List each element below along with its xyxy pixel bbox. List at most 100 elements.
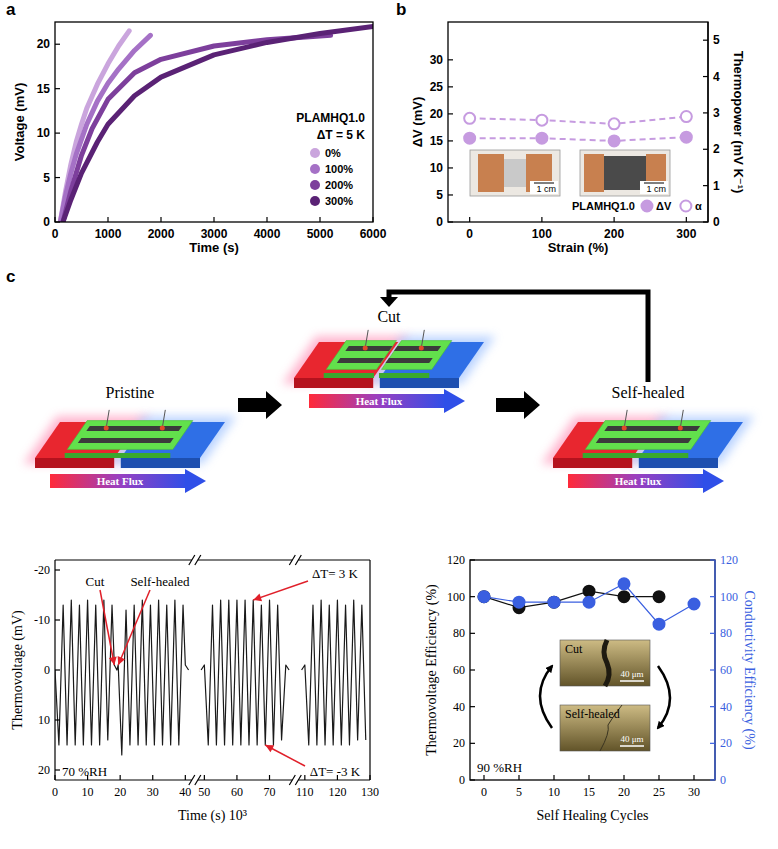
y-tick	[448, 113, 453, 114]
data-point	[479, 591, 490, 602]
data-point	[479, 591, 490, 602]
y2-tick-label: 4	[713, 70, 720, 84]
plot-frame	[55, 779, 192, 780]
plot-frame	[198, 779, 292, 780]
x-tick-label: 10	[82, 785, 94, 799]
y2-tick-label: 120	[720, 553, 738, 567]
y-tick	[470, 633, 475, 634]
x-tick	[686, 217, 687, 222]
y-tick	[448, 221, 453, 222]
data-line	[484, 584, 694, 624]
x-tick-label: 300	[676, 227, 696, 241]
y-axis-title: Thermovoltage Efficiency (%)	[424, 584, 440, 756]
y2-axis-line	[707, 22, 708, 222]
x-tick	[204, 775, 205, 780]
x-tick	[553, 775, 554, 780]
data-point	[619, 578, 630, 589]
legend-label: 0%	[325, 147, 341, 159]
x-tick	[541, 217, 542, 222]
y-tick-label: 20	[430, 107, 444, 121]
legend-title: ΔT = 5 K	[317, 128, 366, 142]
heat-flux-label: Heat Flux	[97, 475, 144, 487]
heat-flux-arrow	[50, 474, 187, 488]
y-tick	[55, 88, 60, 89]
probe	[419, 345, 424, 350]
annotation: 70 %RH	[62, 764, 107, 779]
y2-tick	[703, 76, 708, 77]
y-tick-label: 20	[37, 37, 51, 51]
hot-block-side	[294, 378, 373, 388]
x-tick-label: 10	[548, 785, 560, 799]
y-tick-label: 60	[453, 663, 465, 677]
y2-axis-title: Conductivity Efficiency (%)	[741, 590, 757, 749]
legend-marker	[310, 148, 320, 158]
y2-tick-label: 0	[713, 215, 720, 229]
cold-block-side	[380, 378, 459, 388]
cycle-arrow	[540, 666, 552, 728]
x-tick	[623, 775, 624, 780]
x-tick	[693, 775, 694, 780]
x-axis-title: Self Healing Cycles	[537, 808, 649, 823]
film	[585, 421, 711, 450]
y2-tick-label: 80	[720, 626, 732, 640]
x-tick	[269, 775, 270, 780]
y2-tick	[710, 596, 715, 597]
x-tick-label: 30	[147, 785, 159, 799]
plot-area	[464, 111, 692, 146]
x-tick-label: 5000	[307, 227, 334, 241]
y-tick-label: 15	[37, 82, 51, 96]
x-tick	[213, 217, 214, 222]
legend-label: 100%	[325, 163, 353, 175]
x-tick-label: 6000	[360, 227, 387, 241]
data-point	[536, 133, 547, 144]
heat-flux-head	[444, 389, 465, 413]
x-tick-label: 40	[179, 785, 191, 799]
plot-frame	[369, 560, 370, 780]
x-tick	[518, 775, 519, 780]
inset-label-patch	[530, 181, 558, 194]
plot-area	[479, 578, 700, 629]
y-tick	[448, 86, 453, 87]
plot-frame	[448, 22, 708, 222]
data-line	[470, 137, 687, 141]
y-tick-label: 30	[430, 53, 444, 67]
crack	[604, 640, 609, 686]
y-tick	[55, 44, 60, 45]
y-tick	[448, 59, 453, 60]
x-tick-label: 0	[481, 785, 487, 799]
y-tick-label: 10	[430, 161, 444, 175]
y2-tick-label: 1	[713, 179, 720, 193]
data-point	[584, 597, 595, 608]
x-tick-label: 0	[466, 227, 473, 241]
stage-label: Pristine	[106, 384, 155, 401]
plot-area	[55, 600, 366, 755]
x-tick-label: 0	[52, 785, 58, 799]
plate-side	[583, 453, 689, 458]
y-tick-label: 15	[430, 134, 444, 148]
electrode-strip	[337, 358, 384, 363]
plate-side	[379, 373, 429, 378]
y-tick	[448, 194, 453, 195]
y-tick	[448, 167, 453, 168]
annotation: Cut	[86, 574, 105, 589]
probe	[622, 425, 627, 430]
x-tick-label: 20	[618, 785, 630, 799]
y-tick-label: -10	[34, 613, 50, 627]
y2-tick-label: 0	[720, 773, 726, 787]
annotation: ΔT= 3 K	[312, 566, 359, 581]
probe-wire	[624, 410, 627, 428]
cold-block-side	[639, 458, 718, 468]
y2-tick	[703, 185, 708, 186]
x-tick	[614, 217, 615, 222]
heat-flux-arrow	[568, 474, 705, 488]
y-tick-label: 0	[44, 663, 50, 677]
axis-break	[195, 775, 201, 785]
inset-label-patch	[640, 181, 668, 194]
y-tick	[448, 140, 453, 141]
inset-electrode	[584, 154, 604, 192]
x-tick	[266, 217, 267, 222]
x-tick-label: 100	[532, 227, 552, 241]
inset-photo	[470, 150, 560, 196]
scale-bar	[620, 680, 644, 682]
x-tick	[185, 775, 186, 780]
